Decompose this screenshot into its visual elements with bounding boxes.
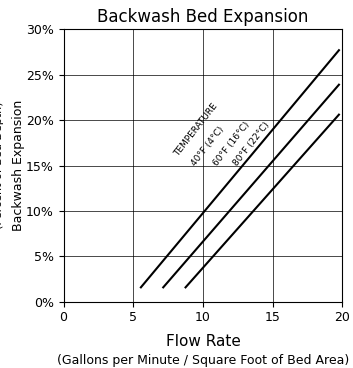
Text: 40°F (4°C): 40°F (4°C) [190, 125, 226, 167]
Text: Flow Rate: Flow Rate [166, 335, 240, 350]
Text: (Gallons per Minute / Square Foot of Bed Area): (Gallons per Minute / Square Foot of Bed… [57, 354, 349, 367]
Title: Backwash Bed Expansion: Backwash Bed Expansion [97, 8, 309, 26]
Text: 60°F (16°C): 60°F (16°C) [211, 120, 251, 167]
Text: Backwash Expansion: Backwash Expansion [12, 100, 25, 231]
Text: 80°F (22°C): 80°F (22°C) [232, 120, 272, 167]
Text: TEMPERATURE: TEMPERATURE [172, 102, 219, 158]
Text: (Percent of Bed Depth): (Percent of Bed Depth) [0, 102, 4, 229]
